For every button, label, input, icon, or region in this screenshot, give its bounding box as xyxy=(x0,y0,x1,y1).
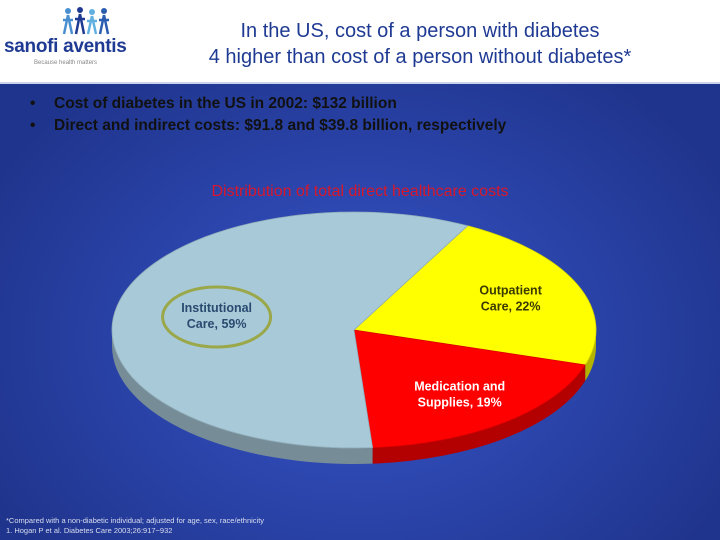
bullet-text: Cost of diabetes in the US in 2002: $132… xyxy=(54,95,397,112)
bullet-item: • Cost of diabetes in the US in 2002: $1… xyxy=(30,93,506,115)
bullet-list: • Cost of diabetes in the US in 2002: $1… xyxy=(30,93,506,137)
pie-slice-side-2 xyxy=(112,330,373,464)
footnote: *Compared with a non-diabetic individual… xyxy=(6,516,264,536)
slice-label-2-line-1: Care, 59% xyxy=(187,317,247,331)
logo-tagline: Because health matters xyxy=(34,60,98,66)
slide-header xyxy=(0,0,720,82)
slice-label-1-line-0: Medication and xyxy=(414,380,505,394)
title-line-2: 4 higher than cost of a person without d… xyxy=(208,46,632,68)
bullet-text: Direct and indirect costs: $91.8 and $39… xyxy=(54,117,507,134)
pie-slice-2 xyxy=(111,211,469,449)
bullet-item: • Direct and indirect costs: $91.8 and $… xyxy=(30,115,506,137)
chart-title: Distribution of total direct healthcare … xyxy=(211,183,509,200)
slice-label-2-line-0: Institutional xyxy=(181,301,252,315)
slice-label-1-line-1: Supplies, 19% xyxy=(418,396,502,410)
slide-title: In the US, cost of a person with diabete… xyxy=(120,18,720,70)
logo-figures-icon xyxy=(62,7,110,35)
footnote-line-1: *Compared with a non-diabetic individual… xyxy=(6,516,265,525)
header-divider xyxy=(0,82,720,84)
footnote-line-2: 1. Hogan P et al. Diabetes Care 2003;26:… xyxy=(6,526,173,535)
bullet-symbol: • xyxy=(30,117,36,134)
logo-wordmark: sanofi aventis xyxy=(4,36,127,57)
title-line-1: In the US, cost of a person with diabete… xyxy=(240,20,600,42)
bullet-symbol: • xyxy=(30,95,36,112)
pie-slice-1 xyxy=(353,329,586,449)
slice-label-0-line-0: Outpatient xyxy=(479,284,542,298)
pie-slice-0 xyxy=(353,225,597,366)
highlight-ring xyxy=(161,285,273,349)
slice-label-0-line-1: Care, 22% xyxy=(481,300,541,314)
sanofi-aventis-logo: sanofi aventis Because health matters xyxy=(4,2,140,78)
pie-slice-side-1 xyxy=(372,364,586,464)
